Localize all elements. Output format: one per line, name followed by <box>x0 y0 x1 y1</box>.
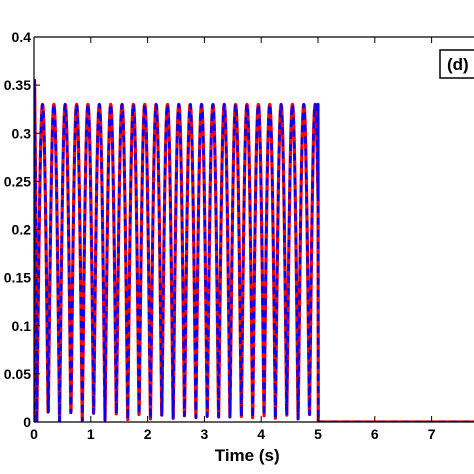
labels-layer: 0 1 2 3 4 5 6 7 0 0.05 0.1 0.15 0.2 0.25 0.3 0.35 0.4 <box>4 29 436 442</box>
panel-label: (d) <box>439 49 474 79</box>
x-tick-label-1: 1 <box>87 426 95 442</box>
y-tick-label-7: 0.35 <box>4 77 31 93</box>
y-tick-label-3: 0.15 <box>4 270 31 286</box>
axes-layer <box>33 36 474 423</box>
series-layer <box>34 78 474 422</box>
y-tick-label-5: 0.25 <box>4 173 31 189</box>
y-tick-label-6: 0.3 <box>12 125 32 141</box>
panel-label-box <box>439 49 474 79</box>
y-tick-label-4: 0.2 <box>12 222 32 238</box>
x-tick-label-7: 7 <box>428 426 436 442</box>
y-tick-label-8: 0.4 <box>12 29 32 45</box>
x-axis-title: Time (s) <box>215 446 280 465</box>
y-tick-label-0: 0 <box>23 414 31 430</box>
x-tick-label-5: 5 <box>314 426 322 442</box>
x-tick-label-2: 2 <box>144 426 152 442</box>
x-tick-label-4: 4 <box>257 426 265 442</box>
x-tick-label-0: 0 <box>30 426 38 442</box>
y-tick-label-1: 0.05 <box>4 366 31 382</box>
x-tick-label-3: 3 <box>201 426 209 442</box>
y-tick-label-2: 0.1 <box>12 318 32 334</box>
series-line-2 <box>34 79 474 422</box>
panel-label-text: (d) <box>447 55 469 74</box>
x-tick-label-6: 6 <box>371 426 379 442</box>
